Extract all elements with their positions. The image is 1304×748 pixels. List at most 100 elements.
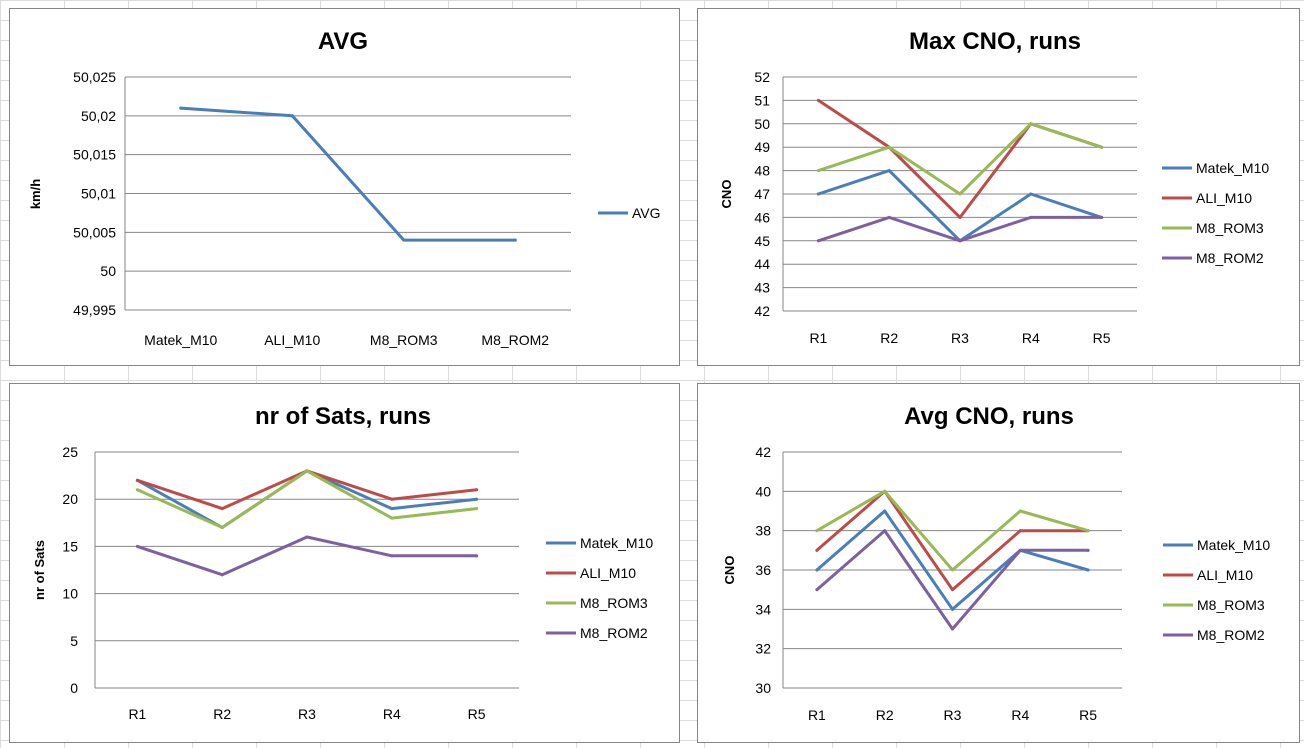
- y-tick-label: 42: [754, 303, 770, 319]
- series-line-ali-m10: [816, 98, 1104, 219]
- chart-max-cno: Max CNO, runs 42 43 44 45 46 47 48 49 50 51 52 R1 R2 R…: [719, 28, 1269, 346]
- chart-avg: AVG 49,995 50 50,005 50,01 50,015 50,02 50,025 M…: [28, 28, 661, 348]
- series-line-m8-rom3: [816, 122, 1104, 196]
- data-point-avg: [513, 238, 517, 242]
- data-point-matek-m10: [951, 607, 954, 611]
- y-tick-label: 10: [62, 586, 78, 602]
- y-tick-label: 36: [755, 562, 771, 578]
- y-axis-title: km/h: [28, 179, 43, 209]
- legend-label: AVG: [632, 205, 661, 221]
- chart-title: Max CNO, runs: [909, 28, 1081, 55]
- data-point-matek-m10: [883, 509, 887, 513]
- data-point-m8-rom2: [305, 535, 309, 539]
- x-tick-label: M8_ROM2: [481, 332, 549, 348]
- series-line-m8-rom2: [135, 535, 479, 577]
- data-point-m8-rom3: [887, 145, 891, 149]
- legend: Matek_M10 ALI_M10 M8_ROM3 M8_ROM2: [1163, 537, 1270, 643]
- data-point-matek-m10: [1029, 192, 1033, 196]
- x-tick-label: R2: [876, 707, 894, 723]
- y-tick-label: 5: [70, 633, 78, 649]
- data-point-ali-m10: [475, 488, 479, 492]
- series-line-matek-m10: [816, 169, 1104, 243]
- chart-title: Avg CNO, runs: [904, 403, 1074, 430]
- data-point-avg: [290, 114, 294, 118]
- data-point-matek-m10: [475, 497, 479, 501]
- data-point-m8-rom3: [958, 192, 962, 196]
- y-tick-label: 20: [62, 491, 78, 507]
- data-point-m8-rom3: [135, 488, 139, 492]
- legend-label: ALI_M10: [580, 565, 636, 581]
- data-point-m8-rom2: [887, 215, 891, 219]
- chart-title: AVG: [318, 28, 368, 55]
- data-point-matek-m10: [390, 507, 394, 511]
- chart-panel-max-cno: Max CNO, runs 42 43 44 45 46 47 48 49 50 51 52 R1 R2 R…: [697, 8, 1300, 366]
- y-tick-label: 49,995: [73, 302, 116, 318]
- data-point-m8-rom3: [1029, 122, 1033, 126]
- chart-avg-cno: Avg CNO, runs 30 32 34 36 38 40 42 R1 R2 R3 R4 R5 CNO…: [722, 403, 1270, 723]
- data-point-m8-rom2: [1100, 215, 1104, 219]
- series-line-m8-rom2: [815, 529, 1090, 631]
- legend: Matek_M10 ALI_M10 M8_ROM3 M8_ROM2: [1162, 160, 1269, 266]
- y-tick-label: 50,005: [73, 224, 116, 240]
- data-point-m8-rom2: [220, 573, 224, 577]
- data-point-ali-m10: [958, 215, 962, 219]
- data-point-m8-rom2: [951, 627, 954, 631]
- chart-panel-avg: AVG 49,995 50 50,005 50,01 50,015 50,02 50,025 M…: [9, 8, 680, 366]
- y-tick-label: 43: [754, 280, 770, 296]
- data-point-ali-m10: [390, 497, 394, 501]
- x-tick-label: R4: [1011, 707, 1029, 723]
- data-point-m8-rom2: [475, 554, 479, 558]
- y-tick-label: 50,01: [81, 186, 116, 202]
- y-tick-label: 50,025: [73, 69, 116, 85]
- y-axis-title: nr of Sats: [32, 540, 47, 600]
- x-tick-label: R3: [298, 706, 316, 722]
- y-tick-label: 0: [70, 680, 78, 696]
- data-point-m8-rom2: [816, 239, 820, 243]
- data-point-m8-rom2: [1086, 548, 1090, 552]
- x-tick-label: R1: [809, 330, 827, 346]
- series-line-matek-m10: [815, 509, 1090, 611]
- legend-label: M8_ROM3: [1197, 597, 1265, 613]
- data-point-ali-m10: [1018, 529, 1022, 533]
- x-tick-label: ALI_M10: [264, 332, 320, 348]
- legend-label: Matek_M10: [1197, 537, 1270, 553]
- data-point-matek-m10: [1086, 568, 1090, 572]
- chart-panel-avg-cno: Avg CNO, runs 30 32 34 36 38 40 42 R1 R2 R3 R4 R5 CNO…: [697, 383, 1300, 743]
- y-tick-label: 50,015: [73, 147, 116, 163]
- x-tick-label: Matek_M10: [144, 332, 217, 348]
- data-point-m8-rom3: [305, 469, 309, 473]
- y-tick-label: 48: [754, 163, 770, 179]
- legend-label: Matek_M10: [580, 535, 653, 551]
- y-tick-label: 46: [754, 209, 770, 225]
- x-tick-label: R3: [944, 707, 962, 723]
- legend: Matek_M10 ALI_M10 M8_ROM3 M8_ROM2: [546, 535, 653, 641]
- y-tick-label: 25: [62, 444, 78, 460]
- data-point-matek-m10: [815, 568, 819, 572]
- x-tick-label: R3: [951, 330, 969, 346]
- data-point-m8-rom3: [883, 489, 887, 493]
- data-point-m8-rom3: [1086, 529, 1090, 533]
- data-point-matek-m10: [816, 192, 820, 196]
- data-point-m8-rom3: [1100, 145, 1104, 149]
- data-point-m8-rom3: [390, 516, 394, 520]
- data-point-m8-rom2: [958, 239, 962, 243]
- x-tick-label: R4: [383, 706, 401, 722]
- y-tick-label: 45: [754, 233, 770, 249]
- data-point-m8-rom2: [135, 544, 139, 548]
- x-tick-label: R2: [880, 330, 898, 346]
- legend-label: M8_ROM2: [580, 625, 648, 641]
- y-tick-label: 51: [754, 92, 770, 108]
- y-tick-label: 32: [755, 641, 771, 657]
- chart-title: nr of Sats, runs: [255, 403, 431, 430]
- y-tick-label: 15: [62, 538, 78, 554]
- y-tick-label: 38: [755, 523, 771, 539]
- y-tick-label: 34: [755, 601, 771, 617]
- data-point-ali-m10: [951, 588, 954, 592]
- legend-label: ALI_M10: [1196, 190, 1252, 206]
- chart-panel-nr-of-sats: nr of Sats, runs 0 5 10 15 20 25 R1 R2 R3 R4 R5 nr o…: [9, 383, 680, 743]
- data-point-m8-rom3: [815, 529, 819, 533]
- y-tick-label: 49: [754, 139, 770, 155]
- y-tick-label: 30: [755, 680, 771, 696]
- y-tick-label: 40: [755, 483, 771, 499]
- y-axis-title: CNO: [722, 556, 737, 585]
